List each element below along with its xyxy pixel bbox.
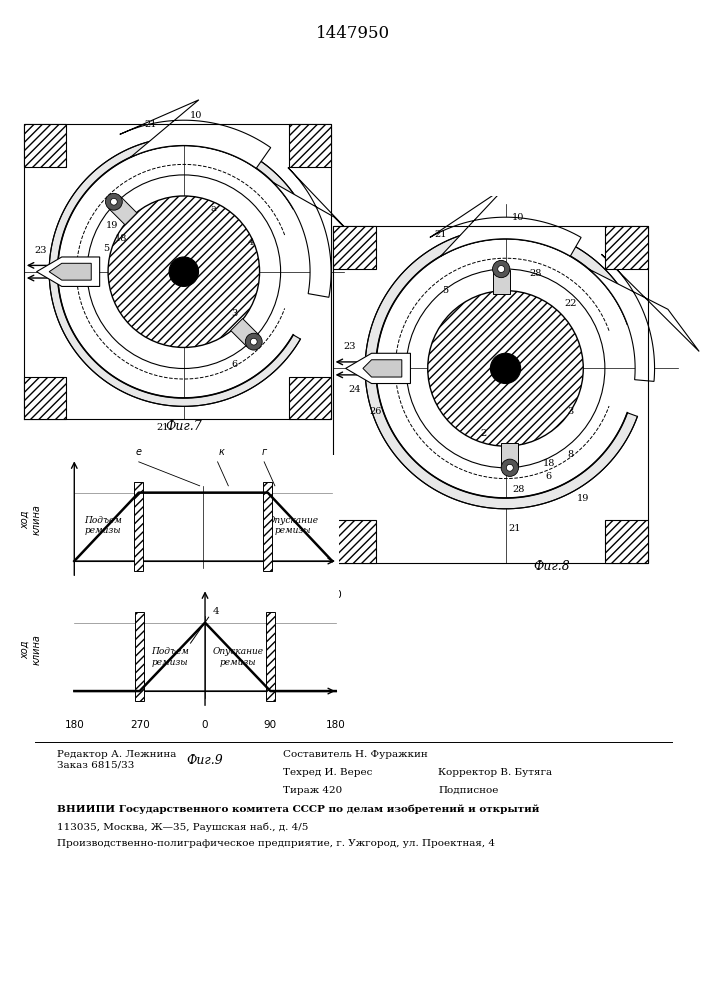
Bar [135, 612, 144, 701]
Text: 113035, Москва, Ж—35, Раушская наб., д. 4/5: 113035, Москва, Ж—35, Раушская наб., д. … [57, 822, 308, 832]
Polygon shape [501, 443, 518, 467]
Text: 21: 21 [434, 230, 447, 239]
Text: 4: 4 [213, 607, 219, 616]
Polygon shape [49, 263, 91, 280]
Polygon shape [363, 360, 402, 377]
Text: 5: 5 [442, 286, 448, 295]
Text: 6: 6 [546, 472, 551, 481]
Bar [605, 226, 648, 269]
Circle shape [169, 257, 199, 286]
Text: 5: 5 [103, 244, 109, 253]
Polygon shape [37, 257, 100, 286]
Text: Корректор В. Бутяга: Корректор В. Бутяга [438, 768, 552, 777]
Circle shape [110, 198, 117, 205]
Text: 19: 19 [577, 494, 590, 503]
Polygon shape [493, 270, 510, 294]
Text: Подъем
ремизы: Подъем ремизы [151, 647, 189, 667]
Text: Подписное: Подписное [438, 786, 498, 795]
Text: 1: 1 [507, 360, 513, 369]
Polygon shape [49, 137, 300, 406]
Text: 2: 2 [481, 429, 487, 438]
Bar [605, 520, 648, 563]
Polygon shape [109, 197, 137, 225]
Bar [24, 124, 66, 166]
Text: 24: 24 [348, 385, 361, 394]
Circle shape [493, 260, 510, 278]
Text: 18: 18 [542, 459, 555, 468]
Text: 8: 8 [567, 450, 573, 459]
Circle shape [245, 333, 262, 350]
Polygon shape [273, 168, 358, 297]
Circle shape [498, 266, 505, 272]
Text: 21: 21 [508, 524, 520, 533]
Text: Редактор А. Лежнина
Заказ 6815/33: Редактор А. Лежнина Заказ 6815/33 [57, 750, 176, 769]
Text: ВНИИПИ Государственного комитета СССР по делам изобретений и открытий: ВНИИПИ Государственного комитета СССР по… [57, 804, 539, 814]
Polygon shape [346, 353, 411, 384]
Circle shape [428, 291, 583, 446]
Text: Опускание
ремизы: Опускание ремизы [212, 647, 263, 667]
Polygon shape [365, 228, 638, 509]
Text: 18: 18 [115, 234, 127, 243]
Text: Фиг.8: Фиг.8 [534, 560, 571, 573]
Text: 3: 3 [567, 407, 573, 416]
Bar [264, 482, 272, 571]
Polygon shape [430, 187, 581, 256]
Text: 1447950: 1447950 [317, 25, 390, 42]
Text: 23: 23 [344, 342, 356, 351]
Text: Фиг.9: Фиг.9 [187, 754, 223, 767]
Text: Опускание
ремизы: Опускание ремизы [267, 516, 318, 535]
Polygon shape [119, 100, 271, 168]
Circle shape [506, 464, 513, 471]
Text: 4: 4 [248, 238, 255, 247]
Text: ход
клина: ход клина [20, 635, 41, 665]
Text: Тираж 420: Тираж 420 [283, 786, 342, 795]
Polygon shape [589, 254, 699, 381]
Bar [24, 377, 66, 419]
Bar [266, 612, 275, 701]
Polygon shape [230, 319, 259, 347]
Text: 21: 21 [144, 120, 156, 129]
Text: 21: 21 [156, 423, 169, 432]
Text: Техред И. Верес: Техред И. Верес [283, 768, 372, 777]
Text: 22: 22 [564, 299, 577, 308]
Bar [333, 226, 376, 269]
Text: 28: 28 [513, 485, 525, 494]
Text: 19: 19 [106, 221, 119, 230]
Bar [289, 377, 331, 419]
Bar [134, 482, 143, 571]
Text: Фиг.7: Фиг.7 [165, 420, 202, 433]
Text: 3: 3 [231, 309, 238, 318]
Text: к: к [218, 447, 224, 457]
Text: 26: 26 [370, 407, 382, 416]
Text: г: г [262, 447, 267, 457]
Circle shape [108, 196, 259, 347]
Text: 1: 1 [185, 263, 191, 272]
Text: е: е [136, 447, 142, 457]
Text: Производственно-полиграфическое предприятие, г. Ужгород, ул. Проектная, 4: Производственно-полиграфическое предприя… [57, 839, 495, 848]
Text: Подъем
ремизы: Подъем ремизы [84, 516, 122, 535]
Text: Составитель Н. Фуражкин: Составитель Н. Фуражкин [283, 750, 428, 759]
Text: a: a [211, 204, 216, 213]
Circle shape [105, 193, 122, 210]
Bar [289, 124, 331, 166]
Text: ход
клина: ход клина [20, 505, 41, 535]
Circle shape [491, 353, 520, 384]
Text: 10: 10 [190, 111, 203, 120]
Bar [333, 520, 376, 563]
Circle shape [250, 338, 257, 345]
Text: 23: 23 [35, 246, 47, 255]
Circle shape [501, 459, 518, 476]
Text: 28: 28 [530, 269, 542, 278]
Text: 10: 10 [513, 213, 525, 222]
Text: 6: 6 [231, 360, 238, 369]
